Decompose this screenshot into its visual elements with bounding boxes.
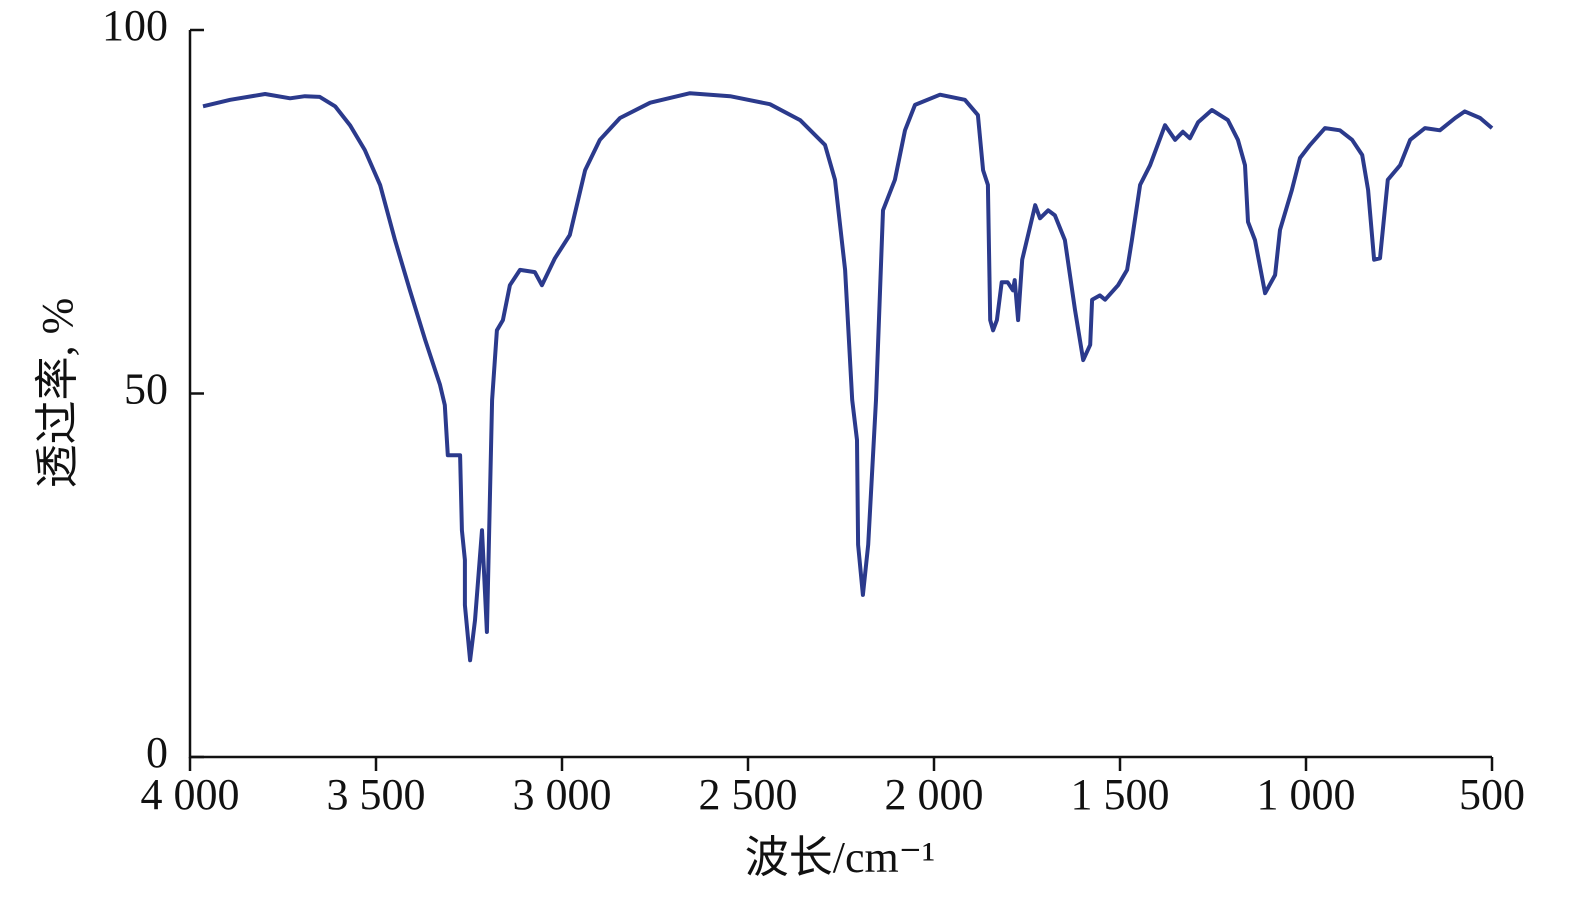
x-tick-label: 4 000 xyxy=(141,770,240,819)
axis-lines xyxy=(188,30,1492,759)
x-tick-label: 1 000 xyxy=(1257,770,1356,819)
x-tick-label: 2 000 xyxy=(885,770,984,819)
y-tick-label: 50 xyxy=(124,365,168,414)
x-axis-label: 波长/cm⁻¹ xyxy=(745,833,935,882)
x-tick-label: 3 000 xyxy=(513,770,612,819)
x-tick-label: 2 500 xyxy=(699,770,798,819)
x-tick-label: 1 500 xyxy=(1071,770,1170,819)
x-tick-label: 3 500 xyxy=(327,770,426,819)
x-tick-label: 500 xyxy=(1459,770,1525,819)
y-tick-label: 0 xyxy=(146,728,168,777)
spectrum-line xyxy=(202,91,1494,663)
y-tick-label: 100 xyxy=(102,1,168,50)
y-axis-label: 透过率, % xyxy=(33,298,82,489)
